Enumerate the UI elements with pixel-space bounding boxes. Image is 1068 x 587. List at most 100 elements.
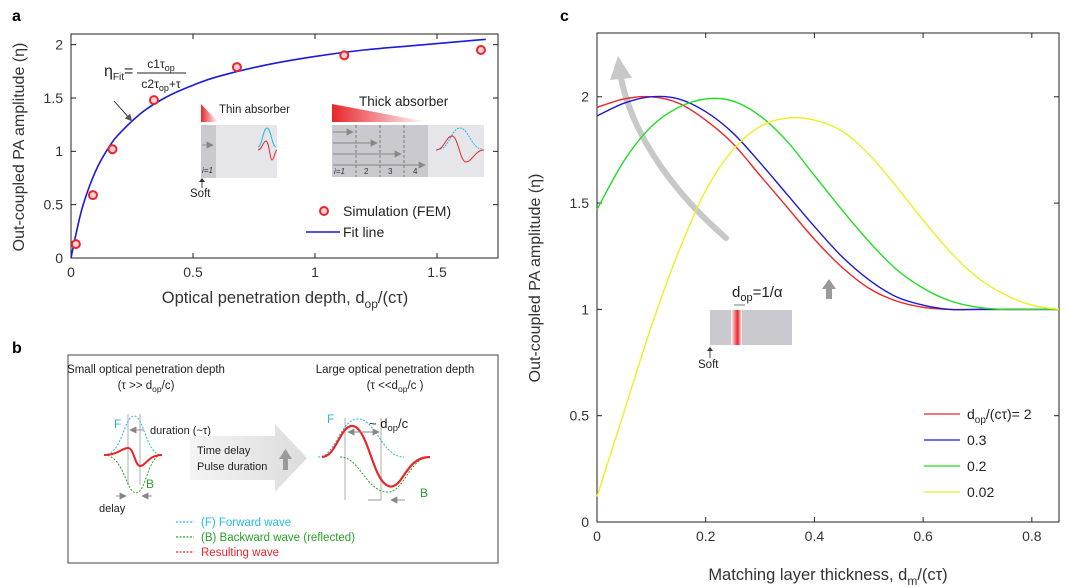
arrow-line1: Time delay [197,445,251,457]
right-wave-diagram: F B ~ dop/c [317,412,431,504]
thin-absorber-label: Thin absorber [219,104,290,116]
up-arrow-head [279,449,292,459]
left-b-label: B [146,477,154,491]
thick-absorber-inset: Thick absorber i=1 2 3 4 [332,94,485,177]
delay-label: delay [99,503,126,515]
series-line-3 [596,116,1060,497]
transition-arrow: Time delay Pulse duration [190,424,307,492]
fem-data-point [87,190,98,201]
legend-label-red: dop/(cτ)= 2 [967,406,1032,426]
legend-label-green: 0.2 [967,458,987,474]
y-tick-label: 1.5 [570,195,590,211]
y-tick-label: 2 [55,37,63,53]
x-tick-label: 0 [593,528,601,544]
right-forward-wave [317,418,405,458]
up-arrow-shaft [283,458,288,470]
panel-label-a: a [12,8,21,25]
legend-marker-fem [319,206,329,216]
x-tick-label: 0 [67,264,75,280]
thick-index-2: 2 [364,167,369,176]
thick-index-1: i=1 [334,167,345,176]
panel-a-fit-formula: ηFit= c1τop c2τop+τ [104,57,186,122]
x-tick-label: 0.2 [696,528,716,544]
left-backward-wave [103,454,163,494]
panel-a-y-axis-label: Out-coupled PA amplitude (η) [11,43,28,252]
soft-label-a: Soft [190,188,211,200]
fem-data-point [107,144,118,155]
panel-b-diagram: Small optical penetration depth (τ >> do… [67,354,499,564]
left-forward-wave [103,415,163,456]
thin-resulting-pulse [257,140,278,161]
arrow-line2: Pulse duration [197,461,267,473]
soft-arrowhead-a [199,178,205,182]
inset-dop-label: dop=1/α [732,284,783,304]
fem-data-point [148,95,159,106]
formula-eta: ηFit= [104,63,133,83]
left-resulting-wave [103,446,163,468]
y-tick-label: 0 [55,250,63,266]
x-tick-label: 1 [311,264,319,280]
x-tick-label: 0.5 [183,264,203,280]
big-arrow-shape [190,424,307,492]
legend-label-fem: Simulation (FEM) [343,203,451,219]
y-tick-label: 0.5 [44,197,64,213]
y-tick-label: 0.5 [570,408,590,424]
trend-arrow-head [610,56,632,80]
thin-absorber-profile [201,104,218,122]
thick-absorber-medium [428,125,484,177]
panel-a-axes-frame [70,33,499,259]
series-line-0 [596,95,1059,311]
legend-label-fit: Fit line [343,224,384,240]
legend-backward-label: (B) Backward wave (reflected) [201,532,355,544]
duration-label: duration (~τ) [150,425,211,437]
panel-c-series [596,95,1060,497]
soft-label-c: Soft [698,359,719,371]
panel-label-c: c [560,8,569,25]
panel-a-fit-line [70,38,486,259]
thin-forward-pulse [257,127,277,148]
right-resulting-wave [321,424,431,488]
legend-label-blue: 0.3 [967,432,987,448]
thick-resulting-pulse [435,135,485,163]
right-f-label: F [327,412,334,426]
left-heading: Small optical penetration depth [67,364,225,376]
fem-data-point [231,62,242,73]
panel-c-axes-frame [596,32,1060,523]
panel-c-ticks: 0 0.2 0.4 0.6 0.8 0 0.5 1 1.5 2 [570,33,1059,544]
thick-forward-pulse [439,127,483,150]
formula-pointer-arrow [113,100,133,122]
panel-b-frame [67,354,499,564]
y-tick-label: 1.5 [44,90,64,106]
fem-data-point [339,50,350,61]
panel-a-ticks: 0 0.5 1 1.5 0 0.5 1 1.5 2 [44,34,498,280]
left-wave-diagram: F B duration (~τ) delay [99,414,211,515]
panel-c-inset: dop=1/α Soft [698,279,836,371]
panel-c-y-axis-label: Out-coupled PA amplitude (η) [527,174,544,383]
panel-a-markers [70,45,486,250]
thick-absorber-profile [332,104,428,122]
panel-c-legend: dop/(cτ)= 2 0.3 0.2 0.02 [924,406,1032,500]
right-condition: (τ <<dop/c ) [367,380,424,394]
thick-index-4: 4 [413,167,418,176]
inset-red-layer [731,310,742,345]
x-tick-label: 0.6 [913,528,933,544]
formula-denominator: c2τop+τ [141,77,180,93]
panel-a-legend: Simulation (FEM) Fit line [306,203,451,240]
legend-label-yellow: 0.02 [967,484,994,500]
inset-up-arrow-shaft [826,288,832,299]
fem-data-point [70,239,81,250]
x-tick-label: 1.5 [427,264,447,280]
y-tick-label: 1 [581,301,589,317]
y-tick-label: 1 [55,143,63,159]
panel-c-chart: 0 0.2 0.4 0.6 0.8 0 0.5 1 1.5 2 dop=1/α Soft dop/… [527,32,1060,587]
y-tick-label: 2 [581,89,589,105]
right-backward-wave [339,456,431,493]
fem-data-point [475,45,486,55]
x-tick-label: 0.4 [805,528,825,544]
thin-index-label: i=1 [202,166,213,175]
inset-up-arrow-head [822,279,836,289]
panel-b-legend: (F) Forward wave (B) Backward wave (refl… [176,517,355,559]
legend-resulting-label: Resulting wave [201,547,279,559]
formula-numerator: c1τop [147,57,174,73]
